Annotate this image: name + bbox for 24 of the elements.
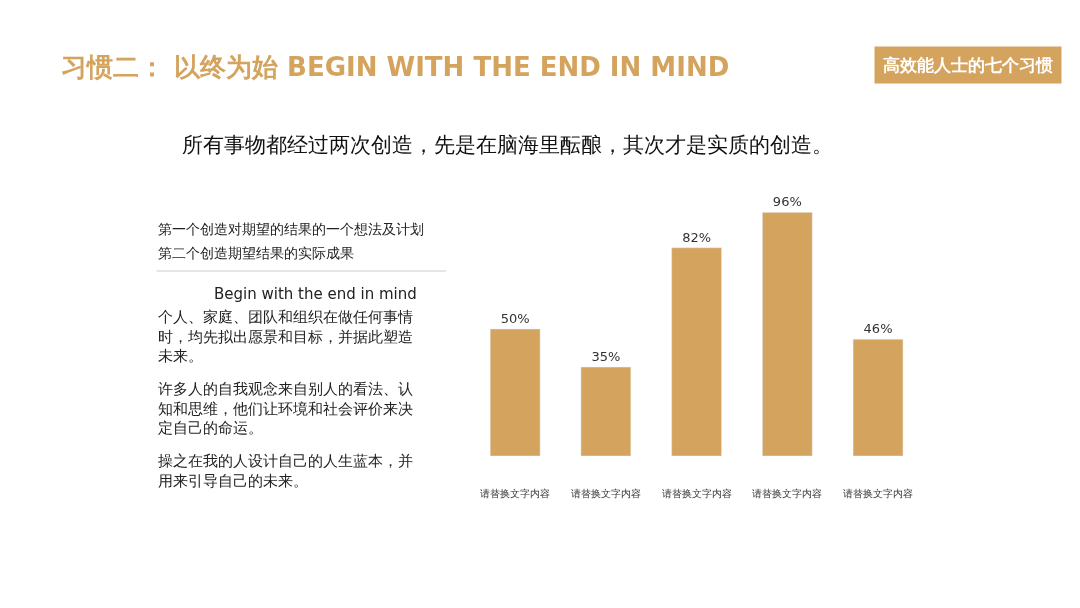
- data-label: 82%: [682, 229, 712, 245]
- text: 操之在我的人设计自己的人生蓝本，并用来引导自己的未来。: [158, 452, 413, 490]
- bar: [852, 338, 904, 456]
- text: 许多人的自我观念来自别人的看法、认知和思维，他们让环境和社会评价来决定自己的命运。: [158, 380, 413, 437]
- x-tick-label: 请替换文字内容: [661, 488, 732, 499]
- x-tick-label: 请替换文字内容: [752, 488, 823, 499]
- data-label: 35%: [591, 349, 621, 365]
- bar: [762, 212, 813, 456]
- chart-subtitle: 所有事物都经过两次创造，先是在脑海里酝酿，其次才是实质的创造。: [182, 133, 833, 157]
- x-tick-label: 请替换文字内容: [480, 488, 551, 499]
- x-tick-label: 请替换文字内容: [843, 488, 914, 499]
- chart-title: 习惯二： 以终为始 BEGIN WITH THE END IN MIND: [61, 52, 730, 82]
- text: 第一个创造对期望的结果的一个想法及计划: [158, 221, 424, 237]
- bar: [671, 247, 722, 456]
- text: 高效能人士的七个习惯: [883, 55, 1053, 75]
- bar: [580, 366, 632, 456]
- text: 个人、家庭、团队和组织在做任何事情时，均先拟出愿景和目标，并据此塑造未来。: [158, 308, 413, 365]
- text: 第二个创造期望结果的实际成果: [158, 245, 354, 261]
- data-label: 46%: [863, 321, 893, 337]
- text: Begin with the end in mind: [214, 285, 417, 303]
- data-label: 96%: [772, 194, 802, 210]
- x-tick-label: 请替换文字内容: [570, 488, 641, 499]
- data-label: 50%: [500, 311, 530, 327]
- bar: [489, 328, 541, 456]
